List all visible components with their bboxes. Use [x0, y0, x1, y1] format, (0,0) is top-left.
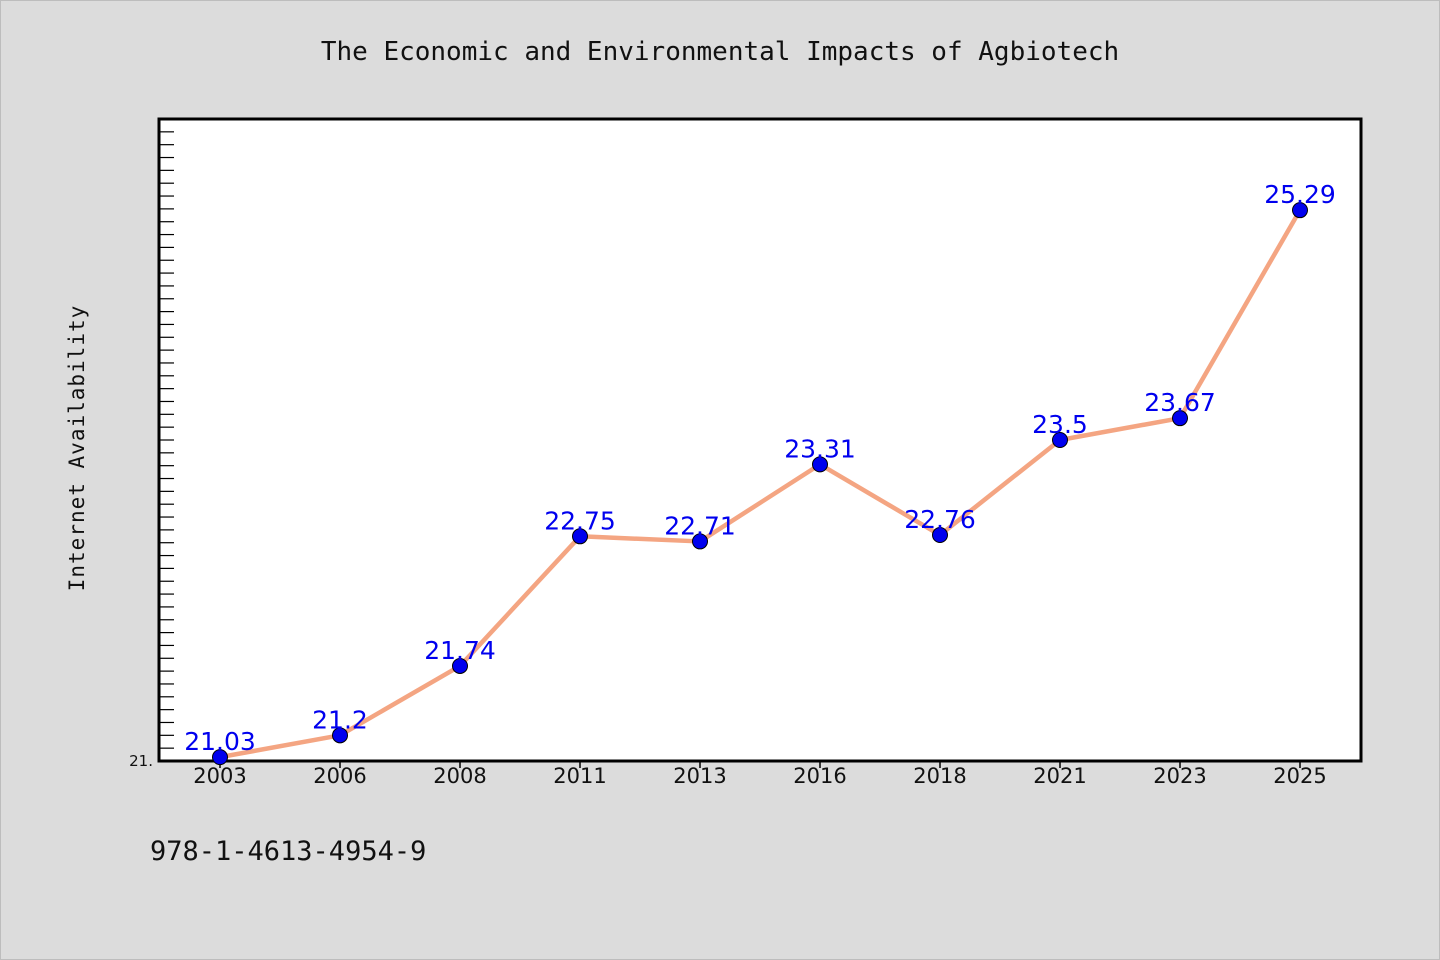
data-label: 23.67 — [1144, 388, 1216, 417]
data-point — [692, 533, 708, 550]
y-axis-ticks — [159, 131, 174, 749]
data-point — [1172, 410, 1188, 427]
data-point — [332, 727, 348, 744]
x-tick-label: 2016 — [793, 764, 846, 788]
data-point — [932, 527, 948, 544]
x-tick-label: 2025 — [1273, 764, 1326, 788]
plot-area — [157, 117, 1363, 763]
x-tick-label: 2003 — [193, 764, 246, 788]
x-tick-label: 2021 — [1033, 764, 1086, 788]
data-label: 22.71 — [664, 511, 736, 540]
x-axis: 2003 2006 2008 2011 2013 2016 2018 2021 2023 2025 — [193, 761, 1327, 788]
series-line — [217, 207, 1303, 760]
data-label: 23.31 — [784, 434, 856, 463]
data-label: 22.76 — [904, 505, 976, 534]
footnote: 978-1-4613-4954-9 — [150, 836, 427, 867]
x-tick-label: 2023 — [1153, 764, 1206, 788]
data-point — [1292, 202, 1308, 219]
x-tick-label: 2013 — [673, 764, 726, 788]
x-tick-label: 2006 — [313, 764, 366, 788]
y-tick-label: 21. — [129, 752, 153, 770]
data-label: 23.5 — [1032, 410, 1088, 439]
x-tick-label: 2008 — [433, 764, 486, 788]
data-label: 21.03 — [184, 727, 256, 756]
data-point — [212, 749, 228, 766]
data-point — [812, 456, 828, 473]
y-axis-label: Internet Availability — [65, 305, 89, 592]
x-tick-label: 2018 — [913, 764, 966, 788]
data-label: 21.74 — [424, 636, 496, 665]
x-tick-label: 2011 — [553, 764, 606, 788]
data-label: 22.75 — [544, 506, 616, 535]
data-label: 21.2 — [312, 705, 368, 734]
series-layer: 21.03 21.2 21.74 22.75 22.71 23.31 22.76 23.5 23… — [184, 180, 1336, 766]
data-point — [452, 657, 468, 674]
data-point — [1052, 432, 1068, 448]
data-point — [572, 528, 588, 545]
chart-title: The Economic and Environmental Impacts o… — [321, 37, 1119, 67]
data-label: 25.29 — [1264, 180, 1336, 209]
